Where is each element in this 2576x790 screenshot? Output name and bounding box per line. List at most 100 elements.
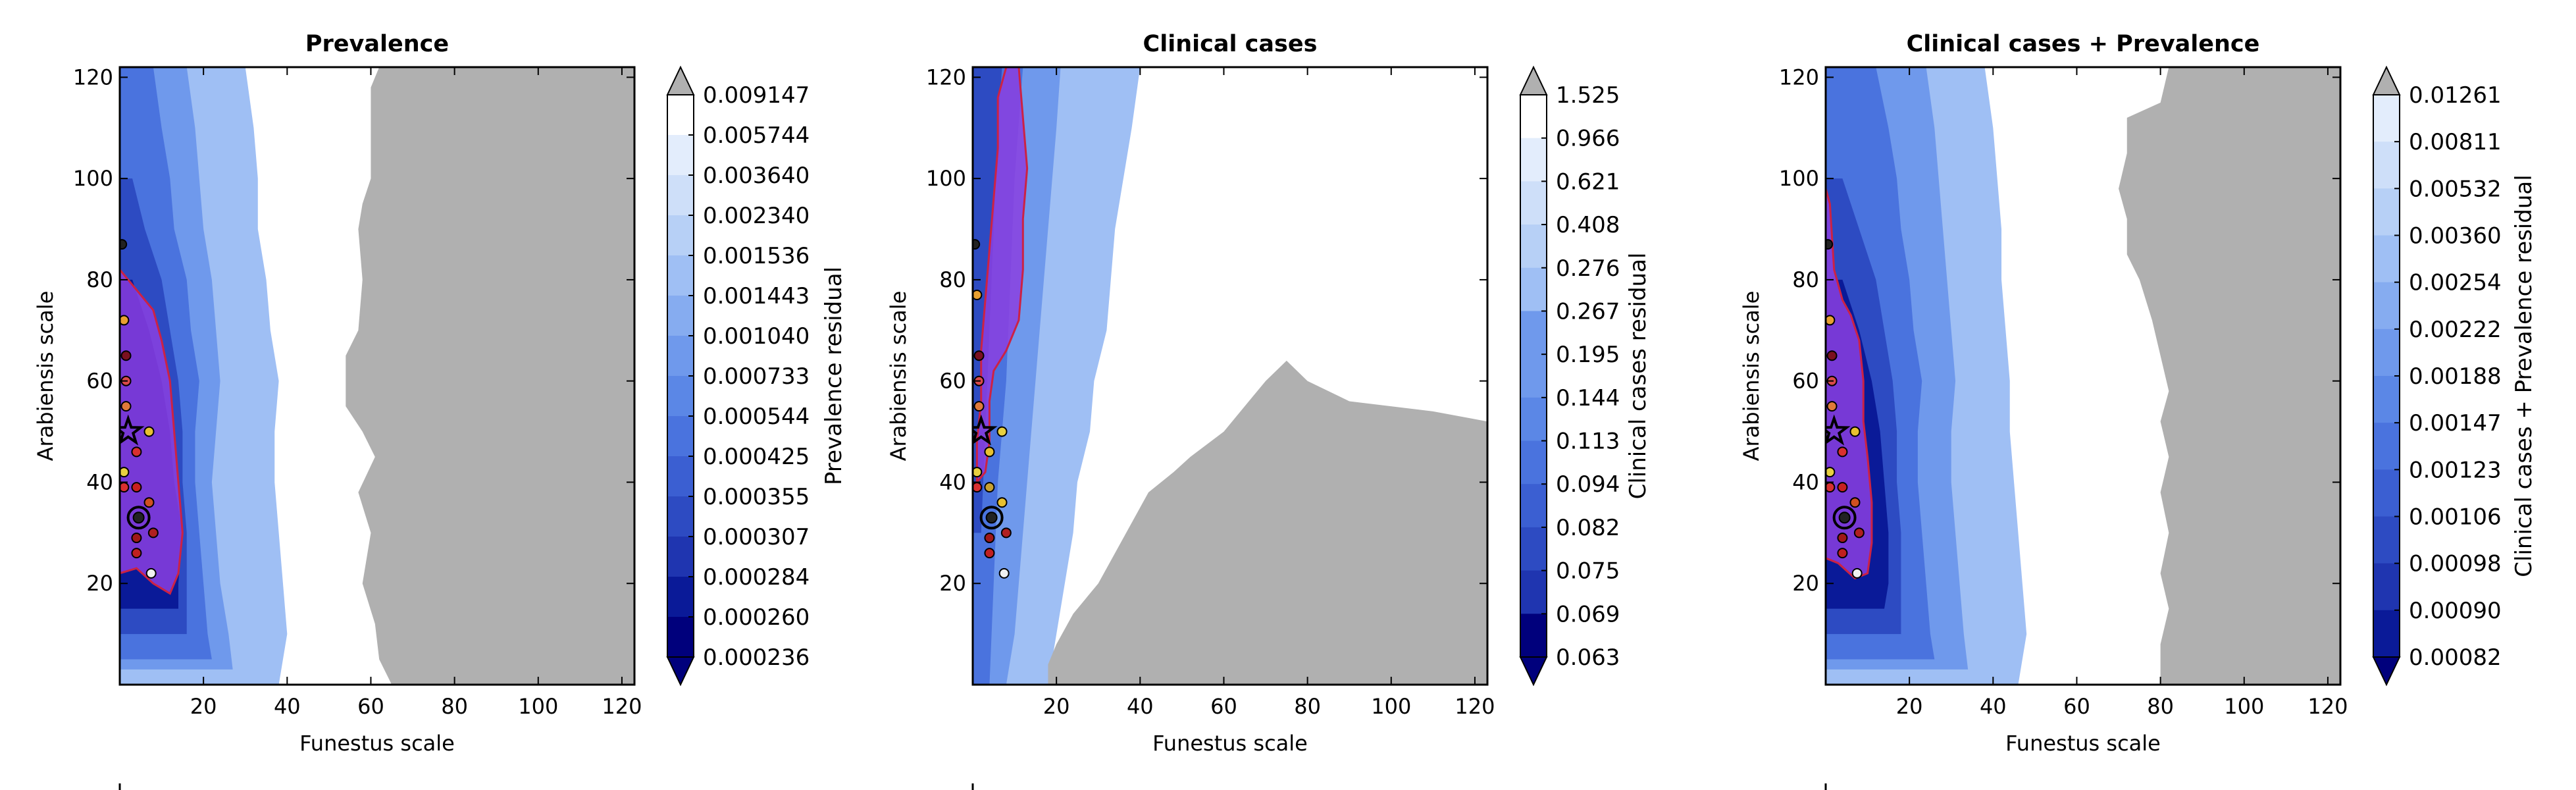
contour-plot-area [1826,67,2340,685]
colorbar-ticks: 0.009147 0.005744 0.003640 0.002340 0.001536… [688,82,810,671]
y-tick-label: 80 [1792,267,1819,292]
best-fit-point [985,512,998,524]
colorbar-segment [1520,311,1547,355]
x-axis-label: Funestus scale [1152,731,1308,756]
x-tick-label: 120 [1455,694,1495,719]
y-tick-label: 20 [939,571,966,596]
colorbar-segment [2373,282,2400,330]
colorbar-tick-label: 0.000544 [703,404,810,430]
colorbar-segment [2373,329,2400,377]
colorbar-tick-label: 0.001040 [703,323,810,350]
y-tick-label: 120 [1779,65,1819,90]
data-point [1837,533,1848,544]
colorbar-tick-label: 0.003640 [703,163,810,189]
colorbar-tick-label: 0.621 [1556,169,1620,195]
colorbar-segment [1520,354,1547,398]
colorbar-segment [667,617,694,658]
x-tick-label: 60 [2063,694,2090,719]
y-tick-label: 60 [86,369,113,394]
x-axis-label: Funestus scale [2005,731,2161,756]
reference-star [1826,414,1851,446]
colorbar-segment [667,537,694,577]
data-point [143,426,155,437]
colorbar-tick-label: 0.001443 [703,283,810,309]
data-point [1849,497,1861,508]
data-point [984,482,995,493]
x-ticks: 20 40 60 80 100 120 [190,67,642,719]
x-tick-label: 80 [1294,694,1321,719]
chart-title: Clinical cases [1143,31,1318,57]
x-tick-label: 60 [357,694,384,719]
data-point [1826,315,1836,326]
colorbar-segment [667,416,694,457]
x-tick-label: 80 [2147,694,2174,719]
colorbar-segment [667,496,694,537]
colorbar-segment [1520,570,1547,614]
colorbar-segment [1520,527,1547,571]
colorbar-segment [2373,610,2400,658]
data-point [1826,467,1836,478]
colorbar-segment [667,175,694,216]
colorbar-segment [2373,423,2400,470]
data-point [1849,426,1861,437]
y-tick-label: 40 [86,469,113,494]
colorbar-segment [667,255,694,296]
axes-frame [1824,66,2342,686]
colorbar-segment [1520,484,1547,528]
contour-plot-area [973,67,1487,685]
axes-frame [971,66,1489,686]
above-range-region [2119,67,2340,685]
colorbar-tick-label: 0.00811 [2409,129,2502,155]
colorbar-bottom-extend [1519,656,1548,687]
colorbar-tick-label: 0.01261 [2409,82,2502,109]
colorbar-segment [2373,376,2400,423]
data-point [998,567,1010,579]
colorbar-bottom-extend [2372,656,2401,687]
colorbar-tick-label: 0.00532 [2409,176,2502,202]
colorbar-tick-label: 0.000260 [703,604,810,631]
colorbar-segment [667,135,694,176]
x-ticks: 20 40 60 80 100 120 [1896,67,2348,719]
colorbar-tick-label: 1.525 [1556,82,1620,109]
colorbar-segment [667,577,694,618]
colorbar-segment [2373,95,2400,142]
colorbar-segments [1520,94,1547,658]
colorbar-tick-label: 0.113 [1556,429,1620,455]
colorbar-tick-label: 0.00082 [2409,645,2502,671]
y-tick-label: 40 [939,469,966,494]
colorbar-segment [1520,397,1547,442]
x-tick-label: 60 [1210,694,1237,719]
best-fit-ring [979,506,1004,530]
data-point [131,482,142,493]
data-point [1826,239,1834,250]
chart-title: Prevalence [305,31,449,57]
x-tick-label: 120 [2307,694,2348,719]
best-fit-point [1838,512,1851,524]
colorbar-ticks: 0.01261 0.00811 0.00532 0.00360 0.00254 0.002… [2394,82,2502,671]
y-axis-label: Arabiensis scale [886,291,911,461]
data-point [120,315,130,326]
x-tick-label: 100 [518,694,558,719]
colorbar-label: Prevalence residual [821,267,847,485]
colorbar-tick-label: 0.00147 [2409,410,2502,436]
data-point [984,446,995,458]
colorbar-tick-label: 0.069 [1556,601,1620,627]
colorbar-tick-label: 0.966 [1556,126,1620,152]
data-point [120,350,132,361]
colorbar-tick-label: 0.00098 [2409,551,2502,577]
data-point [973,467,983,478]
data-point [147,527,159,539]
data-point [1826,350,1838,361]
x-tick-label: 100 [2224,694,2264,719]
data-point [145,567,157,579]
colorbar-segment [2373,469,2400,517]
y-ticks: 20 40 60 80 100 120 [1779,65,2340,596]
panel-clinical-cases: 20 40 60 80 100 120 20 40 60 80 100 120 Clinical c… [886,31,1651,756]
colorbar-tick-label: 0.195 [1556,342,1620,368]
x-tick-label: 20 [1896,694,1923,719]
x-tick-label: 120 [602,694,642,719]
y-tick-label: 80 [86,267,113,292]
colorbar-segment [2373,142,2400,189]
x-tick-label: 100 [1371,694,1411,719]
